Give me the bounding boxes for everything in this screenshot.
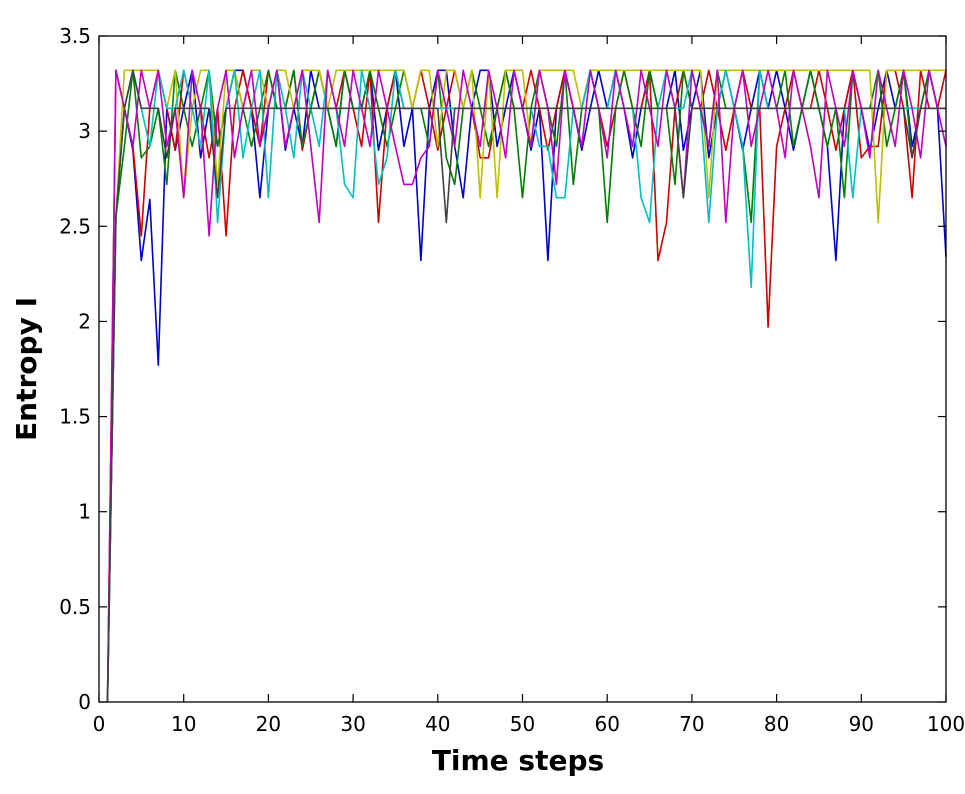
y-tick-label: 3.5 (59, 24, 91, 48)
tick-layer: 0 10 20 30 40 50 60 70 80 90 100 0 0.5 1 1.5 2 2.5 3 3.5 (59, 24, 965, 736)
series-line-7 (106, 69, 946, 703)
x-tick-label: 20 (256, 712, 281, 736)
x-tick-label: 70 (679, 712, 704, 736)
x-axis-label: Time steps (432, 744, 604, 777)
y-tick-label: 3 (78, 119, 91, 143)
x-tick-label: 100 (927, 712, 965, 736)
y-tick-label: 0.5 (59, 595, 91, 619)
x-tick-label: 40 (425, 712, 450, 736)
x-tick-label: 90 (849, 712, 874, 736)
y-tick-label: 1 (78, 500, 91, 524)
x-tick-label: 30 (340, 712, 365, 736)
x-tick-label: 80 (764, 712, 789, 736)
x-tick-label: 60 (594, 712, 619, 736)
y-tick-label: 2 (78, 309, 91, 333)
series-line-6 (106, 69, 947, 703)
y-tick-label: 1.5 (59, 405, 91, 429)
series-layer (106, 69, 947, 703)
x-tick-label: 0 (93, 712, 106, 736)
y-tick-label: 2.5 (59, 214, 91, 238)
y-tick-label: 0 (78, 690, 91, 714)
x-tick-label: 10 (171, 712, 196, 736)
x-tick-label: 50 (510, 712, 535, 736)
y-axis-label: Entropy I (10, 297, 43, 441)
series-line-3 (106, 69, 946, 703)
